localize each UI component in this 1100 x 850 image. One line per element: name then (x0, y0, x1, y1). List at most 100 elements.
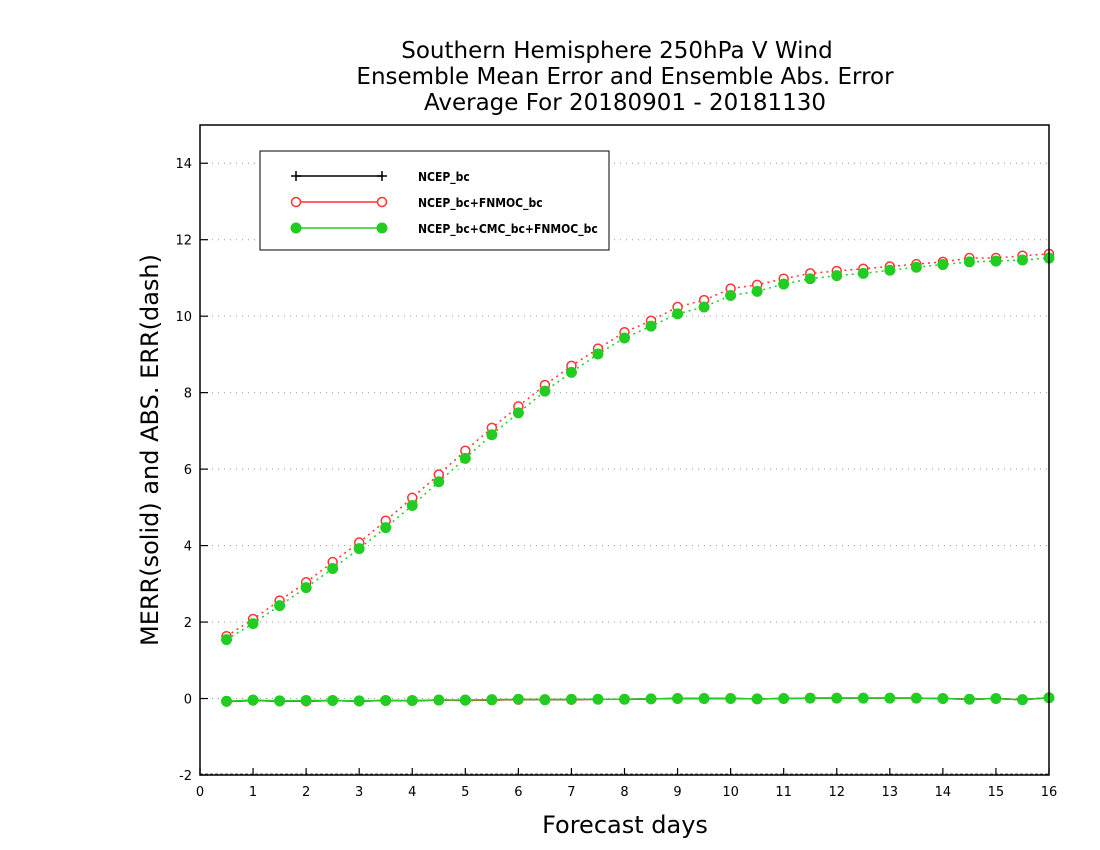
x-tick-label: 4 (408, 785, 416, 800)
mean-error-point (778, 693, 790, 705)
abs-error-point (672, 308, 684, 320)
abs-error-point (831, 270, 843, 282)
mean-error-point (539, 694, 551, 706)
y-tick-label: 14 (175, 157, 192, 172)
mean-error-point (910, 692, 922, 704)
x-axis-label: Forecast days (542, 811, 708, 839)
x-tick-label: 14 (935, 785, 952, 800)
y-tick-label: 4 (184, 540, 192, 555)
x-tick-label: 13 (882, 785, 899, 800)
mean-error-point (486, 694, 498, 706)
abs-error-point (804, 273, 816, 285)
mean-error-point (645, 693, 657, 705)
mean-error-point (459, 694, 471, 706)
abs-error-point (486, 429, 498, 441)
x-tick-label: 10 (722, 785, 739, 800)
abs-error-point (247, 618, 259, 630)
legend-entry: NCEP_bc (291, 170, 470, 185)
abs-error-point (725, 290, 737, 302)
y-axis-label: MERR(solid) and ABS. ERR(dash) (136, 254, 164, 646)
title-line-3: Average For 20180901 - 20181130 (424, 90, 826, 116)
abs-error-point (353, 543, 365, 555)
mean-error-point (831, 692, 843, 704)
y-tick-label: 12 (175, 234, 192, 249)
abs-error-point (406, 499, 418, 511)
mean-error-point (565, 693, 577, 705)
abs-error-point (619, 332, 630, 344)
abs-error-point (963, 256, 975, 268)
abs-error-point (433, 476, 445, 488)
legend-box (259, 150, 610, 251)
y-tick-label: 6 (184, 463, 192, 478)
mean-error-point (725, 693, 737, 705)
mean-error-line-ncep-bc-cmc-bc-fnmoc-bc (226, 697, 1050, 702)
abs-error-point (327, 563, 339, 575)
x-tick-label: 0 (196, 785, 204, 800)
abs-error-point (221, 634, 233, 646)
x-tick-label: 12 (828, 785, 845, 800)
mean-error-point (698, 693, 710, 705)
abs-error-point (857, 267, 869, 279)
abs-error-point (698, 301, 710, 313)
legend-label: NCEP_bc (418, 170, 470, 185)
x-tick-label: 1 (249, 785, 257, 800)
abs-error-point (884, 264, 896, 276)
x-tick-label: 2 (302, 785, 310, 800)
title-line-1: Southern Hemisphere 250hPa V Wind (401, 38, 832, 64)
abs-error-point (645, 320, 657, 332)
x-tick-label: 15 (988, 785, 1005, 800)
legend-marker (376, 196, 388, 208)
mean-error-point (406, 694, 418, 706)
abs-error-point (380, 522, 392, 534)
mean-error-point (221, 695, 233, 707)
abs-error-point (751, 285, 763, 297)
x-tick-label: 16 (1041, 785, 1058, 800)
x-tick-label: 9 (673, 785, 681, 800)
abs-error-point (300, 582, 312, 594)
legend-entry: NCEP_bc+FNMOC_bc (290, 196, 543, 211)
y-tick-label: 0 (184, 693, 192, 708)
mean-error-point (300, 694, 312, 706)
mean-error-point (274, 695, 286, 707)
mean-error-point (963, 693, 975, 705)
x-tick-label: 8 (620, 785, 628, 800)
mean-error-point (512, 693, 524, 705)
legend-marker (290, 222, 302, 234)
abs-error-point (910, 261, 922, 273)
y-tick-label: 10 (175, 310, 192, 325)
mean-error-point (1016, 694, 1028, 706)
mean-error-point (751, 693, 763, 705)
abs-error-point (512, 407, 524, 419)
legend-marker (291, 171, 301, 181)
title-line-2: Ensemble Mean Error and Ensemble Abs. Er… (356, 64, 894, 90)
mean-error-point (804, 692, 816, 704)
legend-label: NCEP_bc+CMC_bc+FNMOC_bc (418, 222, 598, 237)
abs-error-point (592, 348, 604, 360)
abs-error-point (539, 385, 551, 397)
mean-error-point (353, 695, 365, 707)
series-ncep-bc-cmc-bc-fnmoc-bc (221, 252, 1055, 707)
mean-error-point (857, 692, 869, 704)
mean-error-point (672, 693, 684, 705)
x-tick-label: 7 (567, 785, 575, 800)
mean-error-point (247, 694, 259, 706)
y-tick-label: -2 (179, 769, 192, 784)
abs-error-point (937, 259, 949, 271)
abs-error-point (459, 452, 471, 464)
y-tick-label: 8 (184, 387, 192, 402)
abs-error-point (1016, 254, 1028, 266)
abs-error-point (778, 278, 790, 290)
mean-error-point (990, 693, 1002, 705)
abs-error-point (990, 255, 1002, 267)
legend: NCEP_bc NCEP_bc+FNMOC_bc NCEP_bc+CMC_bc+FN… (259, 150, 610, 251)
x-tick-label: 6 (514, 785, 522, 800)
abs-error-line-ncep-bc-fnmoc-bc (226, 253, 1050, 637)
plot-series (221, 248, 1055, 707)
x-tick-label: 3 (355, 785, 363, 800)
y-tick-label: 2 (184, 616, 192, 631)
mean-error-point (327, 694, 339, 706)
legend-label: NCEP_bc+FNMOC_bc (418, 196, 543, 211)
abs-error-point (274, 600, 286, 612)
